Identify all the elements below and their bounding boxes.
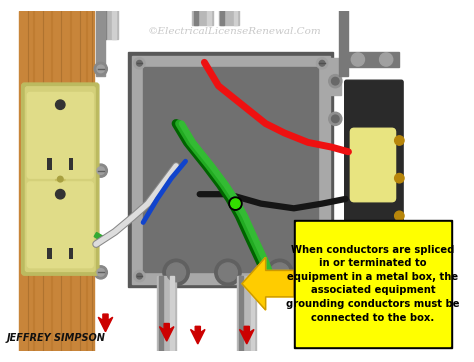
Circle shape [94, 266, 108, 279]
Circle shape [395, 211, 404, 220]
Bar [237, 276, 256, 352]
Circle shape [319, 273, 325, 279]
Bar [132, 56, 329, 284]
Circle shape [270, 263, 289, 282]
Bar [392, 234, 403, 244]
Bar [143, 67, 319, 272]
Circle shape [163, 259, 189, 286]
Circle shape [351, 249, 365, 262]
Text: JEFFREY SIMPSON: JEFFREY SIMPSON [7, 333, 106, 343]
Bar [94, 232, 103, 240]
FancyBboxPatch shape [22, 83, 99, 275]
Circle shape [380, 53, 393, 66]
Circle shape [215, 259, 241, 286]
FancyBboxPatch shape [26, 87, 95, 272]
FancyBboxPatch shape [27, 182, 93, 268]
Bar [251, 276, 254, 352]
Circle shape [395, 173, 404, 183]
Circle shape [57, 176, 63, 182]
Circle shape [137, 273, 142, 279]
Bar [69, 248, 73, 259]
Circle shape [134, 270, 145, 282]
Circle shape [351, 53, 365, 66]
Circle shape [317, 58, 328, 69]
Bar [69, 159, 73, 170]
Circle shape [319, 60, 325, 66]
Bar [339, 0, 348, 76]
Circle shape [94, 164, 108, 177]
Circle shape [219, 263, 237, 282]
Polygon shape [242, 257, 294, 310]
Circle shape [266, 259, 293, 286]
FancyBboxPatch shape [350, 128, 396, 202]
Bar [329, 58, 341, 95]
Bar [112, 6, 116, 39]
Bar [234, 0, 237, 25]
Circle shape [231, 199, 240, 208]
Bar [47, 159, 52, 170]
Circle shape [97, 167, 105, 174]
Bar [157, 276, 176, 352]
Bar [219, 0, 239, 25]
Circle shape [55, 189, 65, 199]
Text: ©ElectricalLicenseRenewal.Com: ©ElectricalLicenseRenewal.Com [147, 27, 321, 36]
Bar [192, 0, 213, 25]
FancyBboxPatch shape [345, 80, 403, 250]
Polygon shape [191, 326, 205, 344]
Bar [207, 0, 211, 25]
Polygon shape [239, 326, 254, 344]
Bar [96, 0, 106, 76]
Bar [103, 6, 107, 39]
Circle shape [97, 269, 105, 276]
Circle shape [167, 263, 185, 282]
Polygon shape [98, 314, 113, 332]
Bar [220, 0, 224, 25]
Circle shape [395, 136, 404, 145]
Circle shape [328, 75, 342, 88]
Bar [194, 0, 198, 25]
Bar [159, 276, 163, 352]
Bar [348, 248, 399, 263]
Polygon shape [159, 324, 174, 341]
FancyBboxPatch shape [27, 92, 93, 178]
Bar [348, 52, 399, 67]
Bar [128, 52, 333, 287]
Circle shape [331, 77, 339, 85]
Circle shape [134, 58, 145, 69]
Bar [239, 276, 243, 352]
Circle shape [55, 174, 65, 184]
Circle shape [94, 62, 108, 76]
Circle shape [380, 249, 393, 262]
Bar [296, 222, 450, 346]
Text: When conductors are spliced
in or terminated to
equipment in a metal box, the
as: When conductors are spliced in or termin… [286, 245, 460, 323]
Bar [19, 10, 94, 352]
Bar [294, 220, 452, 348]
Circle shape [229, 197, 242, 210]
Circle shape [55, 100, 65, 109]
Circle shape [331, 115, 339, 123]
Circle shape [97, 65, 105, 73]
Circle shape [137, 60, 142, 66]
Bar [47, 248, 52, 259]
Bar [171, 276, 174, 352]
Bar [101, 6, 118, 39]
Circle shape [317, 270, 328, 282]
Circle shape [328, 112, 342, 125]
